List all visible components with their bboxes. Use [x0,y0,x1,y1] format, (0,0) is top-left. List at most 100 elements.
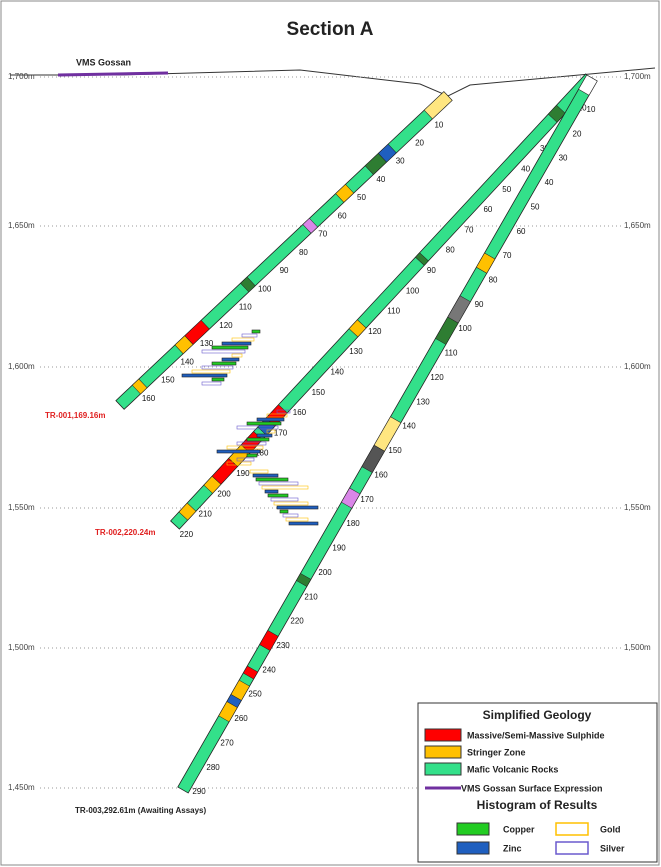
depth-label: 130 [349,347,363,356]
depth-label: 70 [465,225,474,234]
depth-label: 60 [517,227,526,236]
swatch [425,763,461,775]
histogram-bar [212,378,224,381]
histogram-bar [252,330,260,333]
elevation-label: 1,700m [624,72,651,81]
swatch [457,842,489,854]
depth-label: 270 [220,738,234,747]
swatch [556,842,588,854]
histogram-bar [257,418,284,421]
histogram-bar [247,454,257,457]
legend-item: Gold [600,824,621,834]
elevation-label: 1,500m [8,643,35,652]
legend-item: Stringer Zone [467,747,526,757]
elevation-label: 1,500m [624,643,651,652]
depth-label: 70 [318,230,327,239]
depth-label: 80 [489,276,498,285]
depth-label: 60 [338,211,347,220]
depth-label: 120 [430,373,444,382]
histogram-bar [212,362,236,365]
swatch [457,823,489,835]
swatch [556,823,588,835]
hole-label: TR-001,169.16m [45,411,105,420]
depth-label: 190 [332,544,346,553]
legend-item: Silver [600,843,625,853]
depth-label: 200 [318,568,332,577]
depth-label: 40 [545,178,554,187]
histogram-bar [257,434,272,437]
depth-label: 170 [274,428,288,437]
depth-label: 90 [427,266,436,275]
depth-label: 60 [483,205,492,214]
gossan-surface [58,73,168,75]
histogram-bar [222,342,251,345]
depth-label: 30 [396,157,405,166]
elevation-label: 1,550m [624,503,651,512]
legend-title: Histogram of Results [477,798,598,812]
depth-label: 10 [587,105,596,114]
hole-label: TR-002,220.24m [95,528,155,537]
depth-label: 80 [446,246,455,255]
depth-label: 160 [293,408,307,417]
depth-label: 90 [475,300,484,309]
depth-label: 290 [192,787,206,796]
depth-label: 170 [360,495,374,504]
depth-label: 280 [206,763,220,772]
legend-item: Zinc [503,843,522,853]
elevation-label: 1,600m [8,362,35,371]
depth-label: 120 [219,321,233,330]
histogram-bar [280,510,288,513]
gossan-label: VMS Gossan [76,57,131,67]
legend-title: Simplified Geology [483,708,592,722]
legend: Simplified Geology Massive/Semi-Massive … [418,703,657,862]
depth-label: 200 [217,489,231,498]
elevation-label: 1,450m [8,783,35,792]
depth-label: 80 [299,248,308,257]
title: Section A [287,19,374,40]
depth-label: 140 [402,422,416,431]
depth-label: 150 [388,446,402,455]
legend-item: Mafic Volcanic Rocks [467,764,558,774]
depth-label: 90 [280,266,289,275]
histogram-bar [265,490,278,493]
legend-item: Copper [503,824,535,834]
depth-label: 220 [180,530,194,539]
depth-label: 220 [290,617,304,626]
depth-label: 140 [330,368,344,377]
histogram-bar [247,438,269,441]
histogram-bar [217,450,260,453]
depth-label: 10 [434,120,443,129]
depth-label: 70 [503,251,512,260]
elevation-label: 1,550m [8,503,35,512]
depth-label: 260 [234,714,248,723]
swatch [425,746,461,758]
depth-label: 150 [161,376,175,385]
histogram-bar [256,478,288,481]
legend-item: VMS Gossan Surface Expression [461,783,603,793]
depth-label: 50 [531,202,540,211]
histogram-bar [212,346,248,349]
depth-label: 250 [248,690,262,699]
depth-label: 100 [258,284,272,293]
depth-label: 240 [262,665,276,674]
depth-label: 110 [239,303,252,312]
depth-label: 20 [415,139,424,148]
depth-label: 190 [236,469,250,478]
legend-item: Massive/Semi-Massive Sulphide [467,730,605,740]
depth-label: 230 [276,641,290,650]
section-diagram: Section A VMS Gossan 1,700m1,700m1,650m1… [0,0,661,867]
depth-label: 210 [304,592,318,601]
histogram-bar [289,522,318,525]
depth-label: 160 [142,394,156,403]
histogram-bar [277,506,318,509]
elevation-label: 1,650m [8,221,35,230]
depth-label: 50 [502,185,511,194]
histogram-bar [247,422,281,425]
depth-label: 100 [458,324,472,333]
depth-label: 50 [357,193,366,202]
depth-label: 30 [559,154,568,163]
depth-label: 110 [445,349,458,358]
depth-label: 160 [374,470,388,479]
histogram-bar [253,474,278,477]
depth-label: 130 [416,397,430,406]
